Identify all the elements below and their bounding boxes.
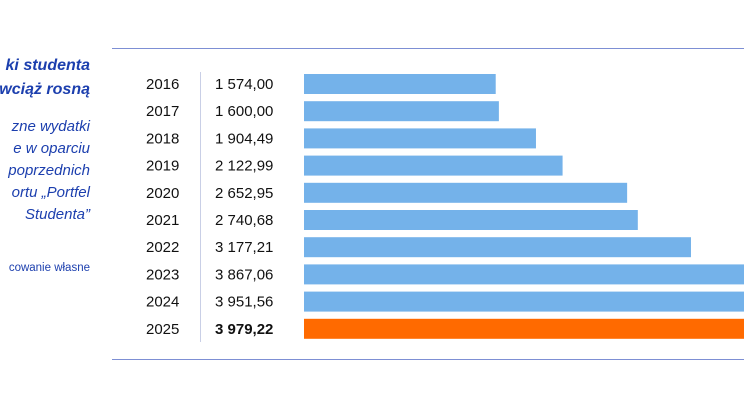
top-rule: [112, 48, 744, 49]
year-label-2023: 2023: [146, 266, 179, 283]
bar-2019: [304, 155, 563, 176]
bar-2025: [304, 318, 744, 339]
value-label-2017: 1 600,00: [215, 103, 273, 120]
value-label-2016: 1 574,00: [215, 76, 273, 93]
chart-heading: ki studenta wciąż rosną: [0, 54, 90, 102]
label-divider: [200, 72, 201, 342]
year-label-2021: 2021: [146, 212, 179, 229]
bar-2016: [304, 74, 496, 94]
bar-2023: [304, 264, 744, 285]
description-line-3: poprzednich: [8, 162, 90, 179]
year-label-2017: 2017: [146, 103, 179, 120]
description-line-5: Studenta”: [24, 206, 90, 223]
value-label-2019: 2 122,99: [215, 158, 273, 175]
year-label-2020: 2020: [146, 185, 179, 202]
value-label-2018: 1 904,49: [215, 130, 273, 147]
year-label-2022: 2022: [146, 239, 179, 256]
bar-2020: [304, 182, 628, 203]
value-label-2020: 2 652,95: [215, 185, 273, 202]
description-line-1: zne wydatki: [11, 118, 90, 135]
value-label-2025: 3 979,22: [215, 321, 273, 338]
value-label-2021: 2 740,68: [215, 212, 273, 229]
chart-description-panel: ki studenta wciąż rosną zne wydatki e w …: [0, 0, 100, 418]
year-label-2018: 2018: [146, 130, 179, 147]
value-label-2023: 3 867,06: [215, 266, 273, 283]
bar-2024: [304, 291, 744, 312]
source-note: cowanie własne: [8, 262, 90, 274]
heading-line-2: wciąż rosną: [0, 81, 90, 98]
year-label-2025: 2025: [146, 321, 179, 338]
heading-line-1: ki studenta: [5, 57, 90, 74]
chart-description: zne wydatki e w oparciu poprzednich ortu…: [0, 116, 90, 226]
description-line-4: ortu „Portfel: [11, 184, 90, 201]
bar-2021: [304, 210, 638, 230]
bar-2018: [304, 128, 536, 149]
year-label-2024: 2024: [146, 294, 179, 311]
year-label-2016: 2016: [146, 76, 179, 93]
year-label-2019: 2019: [146, 158, 179, 175]
bar-2022: [304, 237, 691, 258]
description-line-2: e w oparciu: [13, 140, 90, 157]
bar-2017: [304, 101, 499, 122]
bottom-rule: [112, 359, 744, 360]
value-label-2022: 3 177,21: [215, 239, 273, 256]
value-label-2024: 3 951,56: [215, 294, 273, 311]
